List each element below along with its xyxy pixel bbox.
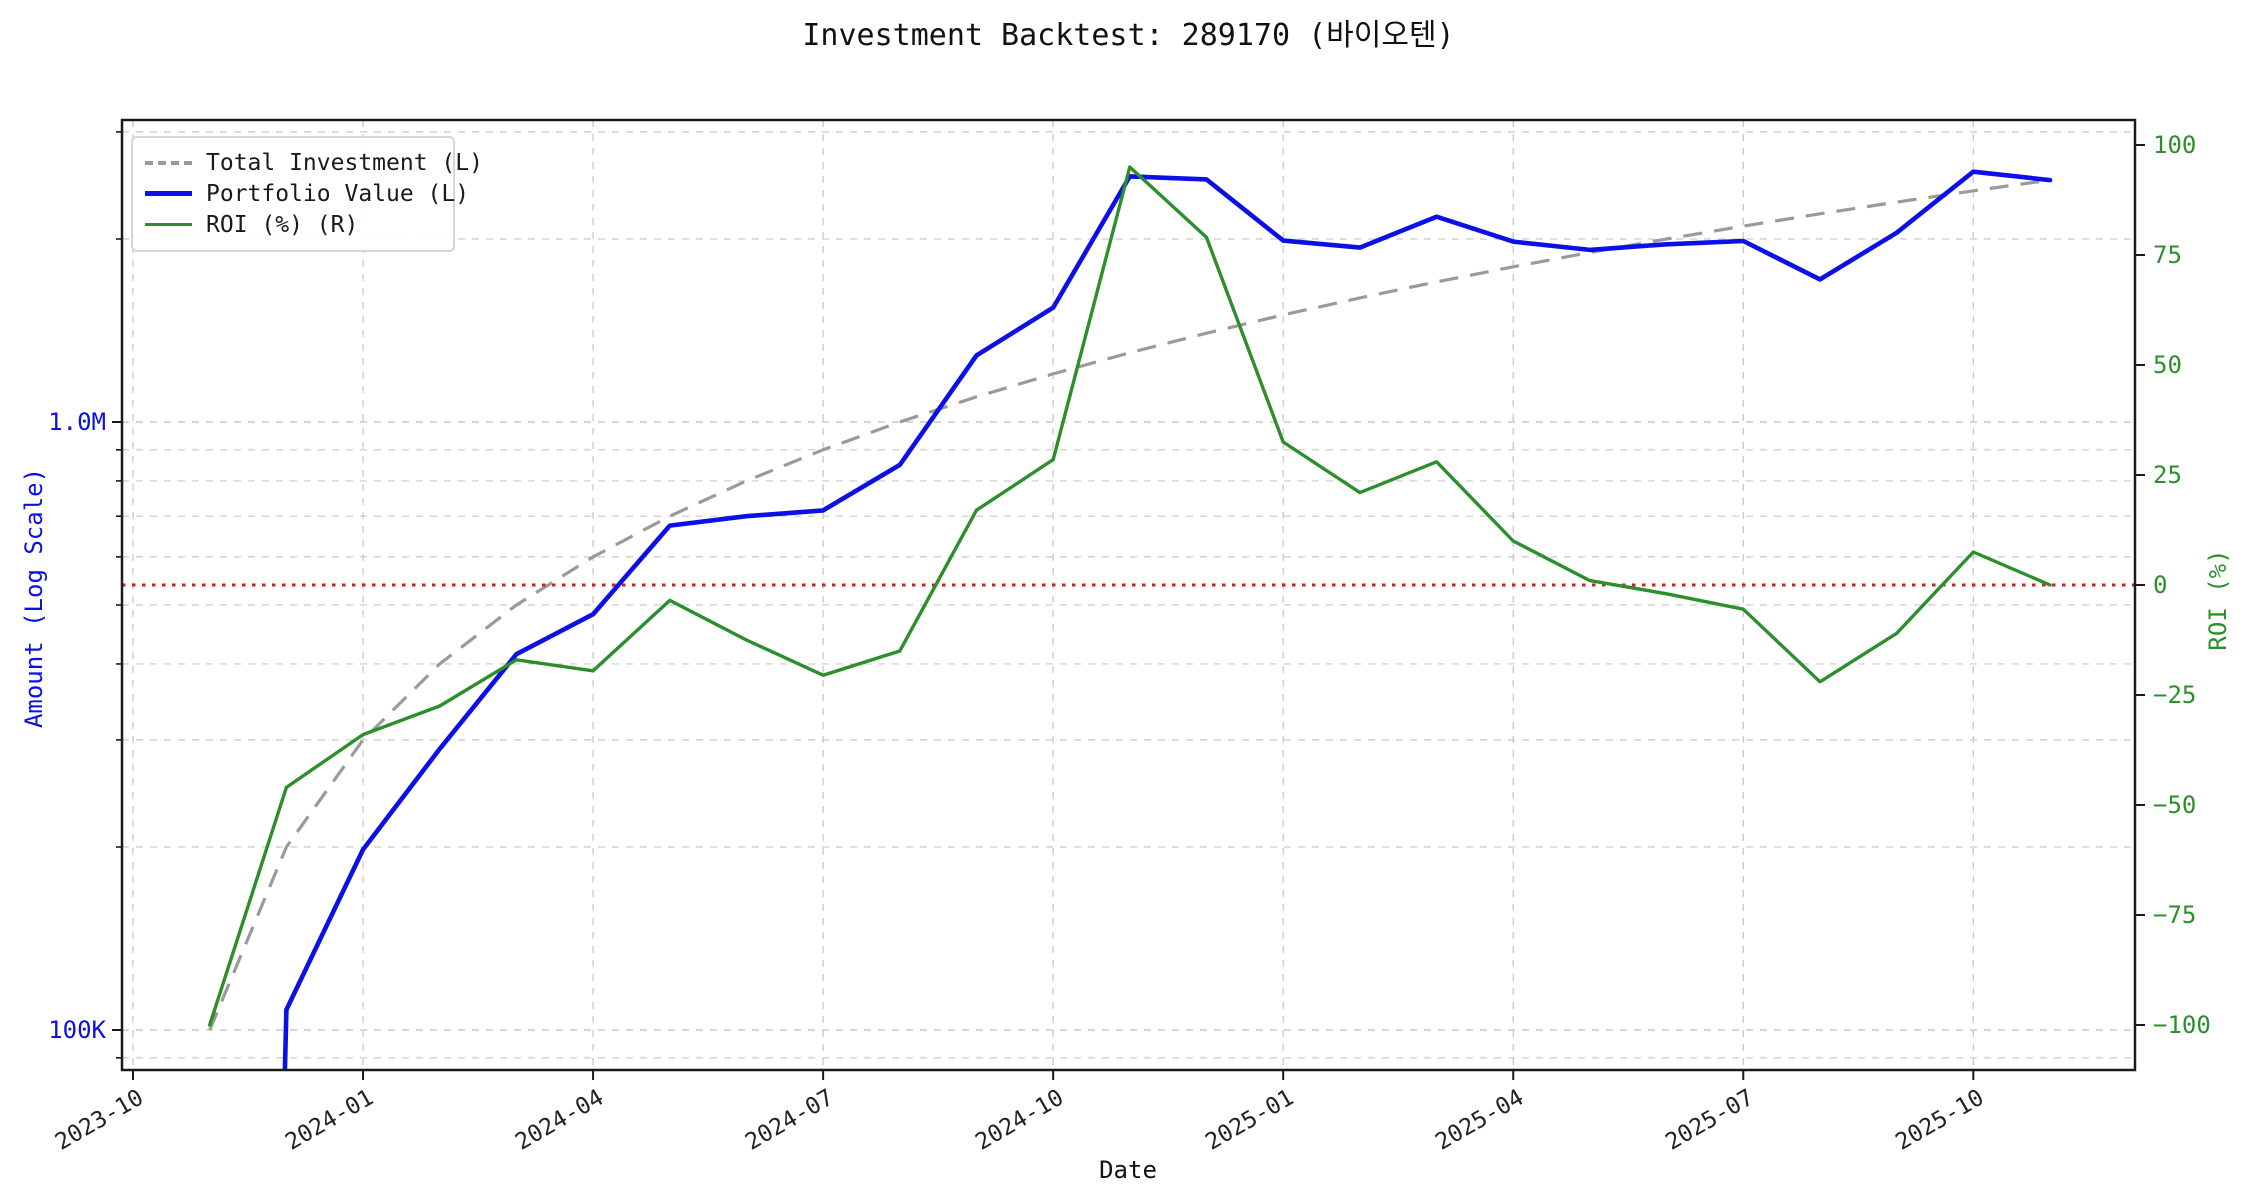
tick-marks-and-labels: 2023-10 2024-01 2024-04 2024-07 2024-10 2025-… — [48, 131, 2211, 1156]
x-tick-label: 2024-04 — [511, 1085, 608, 1156]
x-tick-label: 2025-04 — [1431, 1085, 1528, 1156]
x-tick-label: 2024-01 — [281, 1085, 378, 1156]
gridlines — [122, 120, 2135, 1070]
legend-item-total-investment: Total Investment (L) — [145, 147, 483, 178]
plot-frame — [120, 118, 2137, 1072]
y-axis-label-right: ROI (%) — [2204, 549, 2232, 651]
total-investment-line — [208, 178, 2051, 1031]
y-left-tick-label: 100K — [48, 1016, 106, 1044]
legend-swatch-blue-line — [145, 191, 192, 196]
y-right-tick-label: 25 — [2153, 461, 2182, 489]
chart-title: Investment Backtest: 289170 (바이오텐) — [802, 18, 1455, 53]
x-tick-label: 2025-07 — [1661, 1085, 1758, 1156]
y-right-tick-label: 100 — [2153, 131, 2196, 159]
y-right-tick-label: −50 — [2153, 791, 2196, 819]
legend-label: Portfolio Value (L) — [206, 180, 470, 207]
x-tick-label: 2025-01 — [1201, 1085, 1298, 1156]
x-tick-label: 2025-10 — [1891, 1085, 1988, 1156]
y-right-tick-label: 50 — [2153, 351, 2182, 379]
data-series — [122, 165, 2135, 1070]
legend-label: Total Investment (L) — [206, 149, 483, 176]
legend-swatch-green-line — [145, 222, 192, 227]
x-tick-label: 2023-10 — [51, 1085, 148, 1156]
y-right-tick-label: −100 — [2153, 1011, 2211, 1039]
x-tick-label: 2024-10 — [971, 1085, 1068, 1156]
y-right-tick-label: −25 — [2153, 681, 2196, 709]
legend-swatch-dashed-gray-line — [145, 160, 192, 165]
y-axis-label-left: Amount (Log Scale) — [20, 467, 48, 729]
y-left-tick-label: 1.0M — [48, 408, 106, 436]
y-right-tick-label: 0 — [2153, 571, 2167, 599]
legend-label: ROI (%) (R) — [206, 211, 359, 238]
y-right-tick-label: 75 — [2153, 241, 2182, 269]
x-tick-label: 2024-07 — [741, 1085, 838, 1156]
portfolio-value-line — [282, 169, 2053, 1070]
axes-spines — [120, 118, 2137, 1072]
legend-item-roi: ROI (%) (R) — [145, 209, 439, 240]
legend-item-portfolio-value: Portfolio Value (L) — [145, 178, 469, 209]
roi-line — [207, 165, 2052, 1027]
x-axis-label: Date — [1099, 1156, 1157, 1184]
y-right-tick-label: −75 — [2153, 901, 2196, 929]
legend: Total Investment (L) Portfolio Value (L)… — [131, 136, 483, 252]
